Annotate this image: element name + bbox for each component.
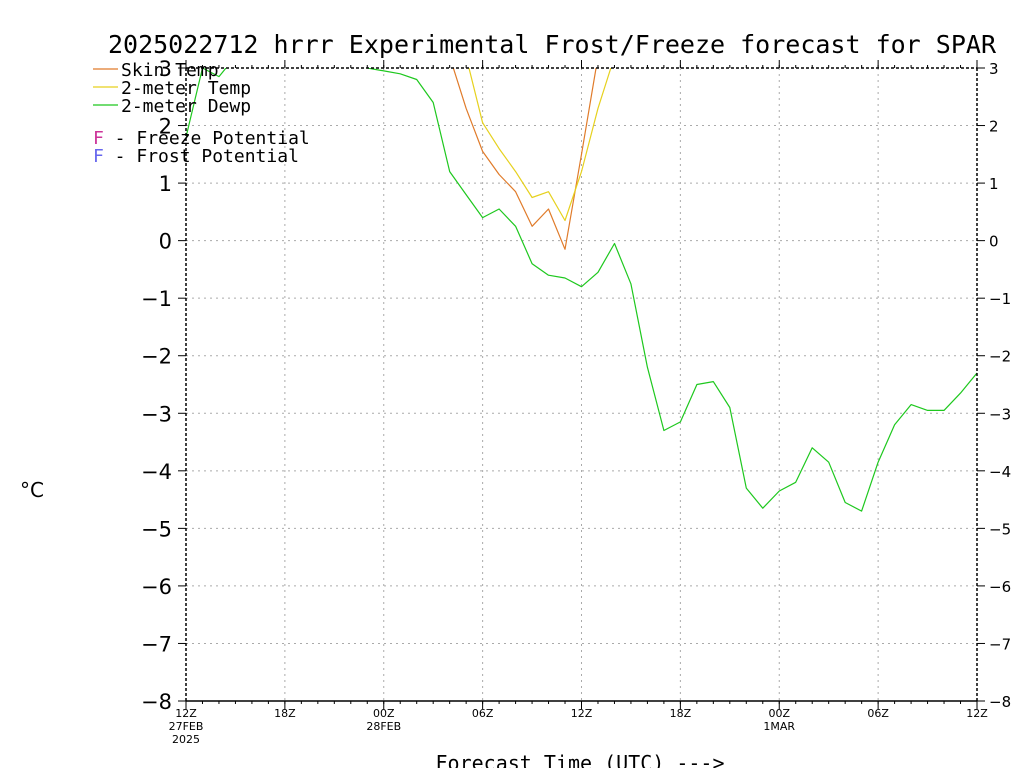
- y-tick-label-right: 0: [989, 233, 999, 251]
- x-tick-label: 00Z: [768, 707, 790, 720]
- y-tick-label: −7: [141, 632, 172, 656]
- y-tick-labels: 3 3 2 2 1 1 0 0 −1 −1 −2 −2 −3 −3 −4 −4 −5 −5 −6 −6 −7 −7 −8 −8: [141, 57, 1011, 714]
- y-tick-label: 3: [159, 57, 172, 81]
- y-axis-label: °C: [20, 478, 44, 502]
- y-tick-label: −1: [141, 287, 172, 311]
- x-tick-label: 12Z: [175, 707, 197, 720]
- legend-note-letter: F: [93, 146, 104, 167]
- x-tick-label: 2025: [172, 733, 200, 746]
- series-lines: [186, 68, 977, 512]
- x-tick-label: 06Z: [472, 707, 494, 720]
- grid: [186, 68, 977, 701]
- x-tick-label: 00Z: [373, 707, 395, 720]
- y-tick-label-right: 3: [989, 60, 999, 78]
- x-tick-label: 18Z: [274, 707, 296, 720]
- y-tick-label: 1: [159, 172, 172, 196]
- y-tick-label-right: −5: [989, 520, 1011, 538]
- series-line-2-meter-temp: [468, 68, 612, 222]
- chart-title: 2025022712 hrrr Experimental Frost/Freez…: [108, 30, 997, 59]
- y-tick-label: −5: [141, 517, 172, 541]
- x-tick-label: 12Z: [571, 707, 593, 720]
- y-tick-label-right: −4: [989, 463, 1011, 481]
- y-tick-label-right: −2: [989, 348, 1011, 366]
- y-tick-label: −2: [141, 345, 172, 369]
- y-tick-label-right: −8: [989, 693, 1011, 711]
- y-tick-label: −6: [141, 575, 172, 599]
- y-tick-label: 2: [159, 115, 172, 139]
- y-tick-label-right: 1: [989, 175, 999, 193]
- x-tick-label: 28FEB: [366, 720, 401, 733]
- y-tick-label: 0: [159, 230, 172, 254]
- x-tick-label: 27FEB: [169, 720, 204, 733]
- legend-label: Skin Temp: [121, 60, 219, 81]
- legend-note: F - Frost Potential: [93, 146, 299, 167]
- legend-note: F - Freeze Potential: [93, 128, 310, 149]
- y-tick-label-right: −6: [989, 578, 1011, 596]
- legend-note-text: - Freeze Potential: [104, 128, 310, 149]
- series-line-skin-temp: [452, 68, 597, 250]
- y-tick-label: −4: [141, 460, 172, 484]
- x-axis-label: Forecast Time (UTC) --->: [436, 751, 725, 768]
- x-tick-label: 1MAR: [763, 720, 795, 733]
- y-tick-label: −3: [141, 402, 172, 426]
- y-tick-label: −8: [141, 690, 172, 714]
- x-tick-label: 06Z: [867, 707, 889, 720]
- x-tick-label: 18Z: [670, 707, 692, 720]
- y-tick-label-right: −1: [989, 290, 1011, 308]
- y-tick-label-right: 2: [989, 118, 999, 136]
- y-tick-label-right: −3: [989, 405, 1011, 423]
- legend-label: 2-meter Temp: [121, 78, 251, 99]
- x-tick-label: 12Z: [966, 707, 988, 720]
- plot-frame: [178, 60, 985, 709]
- legend-note-letter: F: [93, 128, 104, 149]
- y-tick-label-right: −7: [989, 635, 1011, 653]
- legend-note-text: - Frost Potential: [104, 146, 299, 167]
- legend-label: 2-meter Dewp: [121, 96, 251, 117]
- series-line-2-meter-dewp: [186, 68, 977, 512]
